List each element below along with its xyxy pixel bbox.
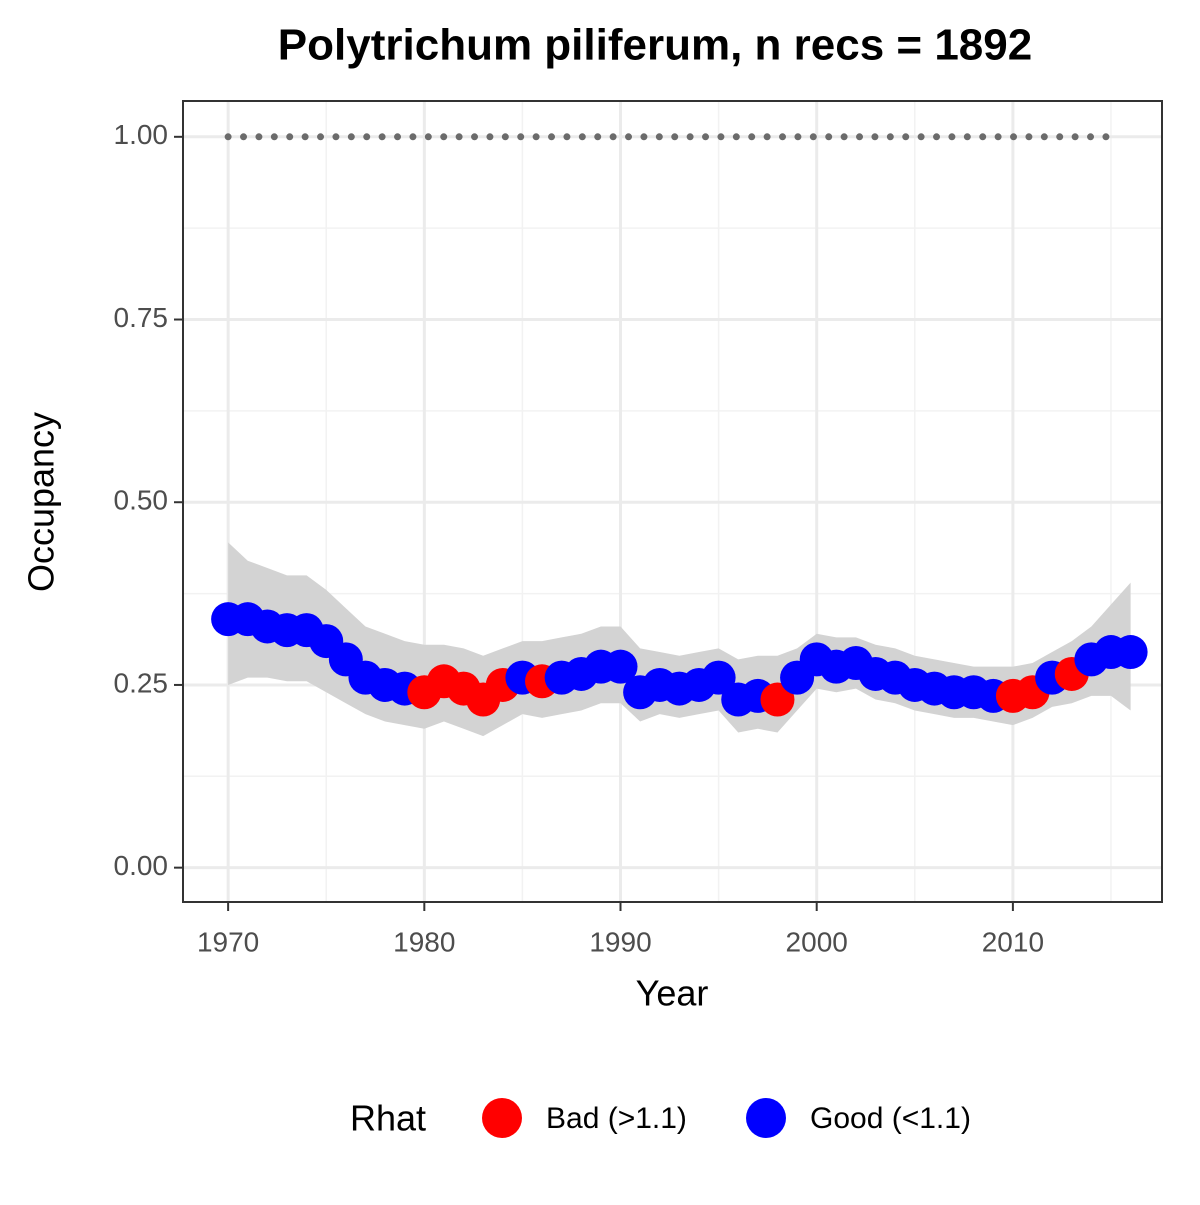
data-point [760, 682, 795, 717]
legend: Rhat Bad (>1.1) Good (<1.1) [350, 1098, 971, 1139]
legend-swatch [746, 1098, 786, 1138]
legend-title: Rhat [350, 1098, 426, 1139]
y-tick-label: 0.50 [114, 485, 169, 516]
data-point [1113, 635, 1148, 670]
x-tick-label: 1970 [197, 926, 259, 957]
plot-border [182, 100, 1163, 903]
legend-label: Bad (>1.1) [546, 1102, 687, 1135]
x-tick-label: 1990 [589, 926, 651, 957]
data-point [701, 660, 736, 695]
x-tick-label: 1980 [393, 926, 455, 957]
data-point [603, 649, 638, 684]
x-tick-label: 2010 [982, 926, 1044, 957]
chart-title: Polytrichum piliferum, n recs = 1892 [278, 21, 1032, 70]
y-tick-label: 0.00 [114, 850, 169, 881]
y-tick-label: 1.00 [114, 119, 169, 150]
y-tick-label: 0.75 [114, 302, 169, 333]
x-tick-label: 2000 [786, 926, 848, 957]
y-tick-label: 0.25 [114, 667, 169, 698]
legend-label: Good (<1.1) [810, 1102, 971, 1135]
legend-swatch [482, 1098, 522, 1138]
y-axis-title: Occupancy [21, 412, 62, 592]
plot-area: 1970 1980 1990 2000 2010 0.00 0.25 0.50 0.75 1.00 [114, 100, 1163, 957]
x-axis-title: Year [636, 973, 709, 1014]
